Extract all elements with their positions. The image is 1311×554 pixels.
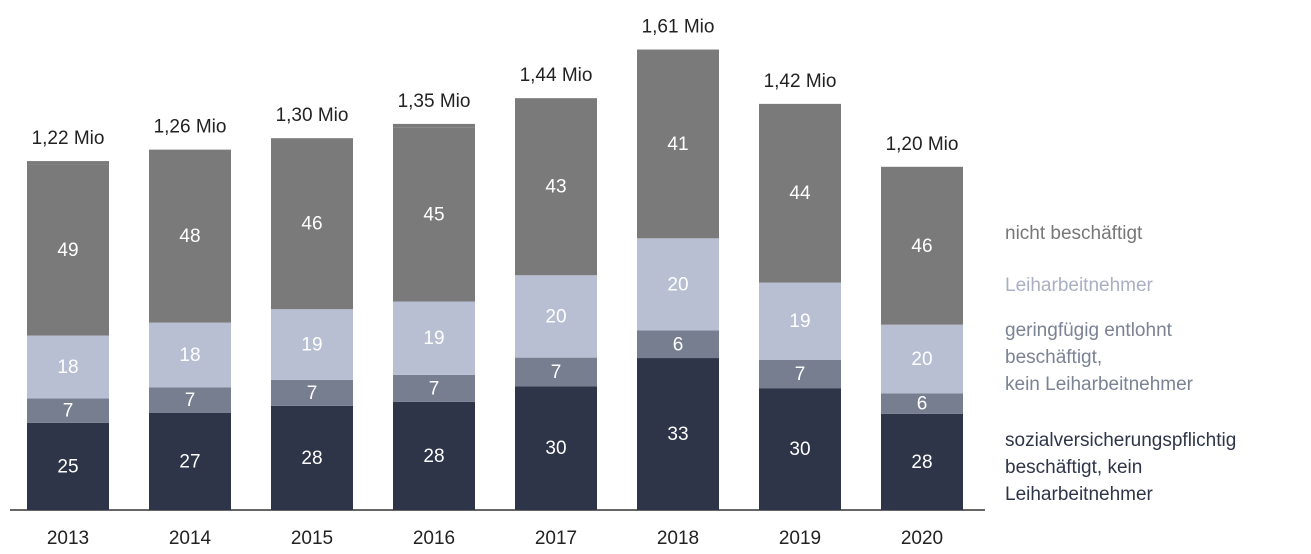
segment-label: 7 bbox=[185, 390, 196, 411]
bar-segment bbox=[27, 335, 109, 399]
segment-label: 7 bbox=[551, 362, 562, 383]
x-tick-label: 2016 bbox=[413, 528, 455, 549]
segment-label: 33 bbox=[667, 424, 688, 445]
bar-segment bbox=[149, 387, 231, 413]
segment-label: 20 bbox=[545, 306, 566, 327]
segment-label: 46 bbox=[301, 214, 322, 235]
bar-segment bbox=[637, 49, 719, 239]
total-label: 1,26 Mio bbox=[154, 117, 227, 138]
segment-label: 6 bbox=[673, 334, 684, 355]
segment-label: 43 bbox=[545, 177, 566, 198]
segment-label: 30 bbox=[789, 439, 810, 460]
bar-segment bbox=[27, 398, 109, 423]
segment-label: 19 bbox=[789, 311, 810, 332]
x-tick-label: 2014 bbox=[169, 528, 212, 549]
legend-label: sozialversicherungspflichtig beschäftigt,… bbox=[1005, 430, 1236, 505]
bar-segment bbox=[149, 412, 231, 510]
bar-segment bbox=[393, 401, 475, 510]
segment-label: 6 bbox=[917, 394, 928, 415]
segment-label: 30 bbox=[545, 438, 566, 459]
bar-segment bbox=[515, 357, 597, 387]
bar-top bbox=[393, 123, 475, 128]
bar-segment bbox=[393, 374, 475, 402]
bar-segment bbox=[393, 127, 475, 302]
segment-label: 46 bbox=[911, 236, 932, 257]
segment-label: 18 bbox=[179, 345, 200, 366]
total-label: 1,35 Mio bbox=[398, 91, 471, 112]
legend-label: Leiharbeitnehmer bbox=[1005, 275, 1154, 296]
total-label: 1,44 Mio bbox=[520, 65, 593, 86]
bar-segment bbox=[759, 282, 841, 360]
segment-label: 45 bbox=[423, 205, 444, 226]
segment-label: 28 bbox=[301, 448, 322, 469]
bar-segment bbox=[881, 166, 963, 325]
segment-label: 28 bbox=[911, 452, 932, 473]
bar-segment bbox=[759, 388, 841, 510]
segment-label: 7 bbox=[795, 364, 806, 385]
segment-label: 19 bbox=[423, 328, 444, 349]
bar-segment bbox=[637, 238, 719, 331]
bar-segment bbox=[759, 359, 841, 389]
legend-label: nicht beschäftigt bbox=[1005, 223, 1143, 244]
x-tick-label: 2015 bbox=[291, 528, 333, 549]
bar-segment bbox=[637, 330, 719, 359]
segment-label: 7 bbox=[63, 401, 74, 422]
bar-segment bbox=[637, 358, 719, 510]
segment-label: 49 bbox=[57, 240, 78, 261]
bar-segment bbox=[271, 309, 353, 380]
bar-segment bbox=[881, 324, 963, 394]
bar-segment bbox=[27, 422, 109, 510]
segment-label: 7 bbox=[429, 378, 440, 399]
bar-top bbox=[27, 161, 109, 165]
x-tick-label: 2017 bbox=[535, 528, 577, 549]
segment-label: 20 bbox=[667, 274, 688, 295]
bar-segment bbox=[881, 393, 963, 414]
segment-label: 20 bbox=[911, 349, 932, 370]
bar-segment bbox=[515, 98, 597, 276]
bar-segment bbox=[271, 379, 353, 406]
x-tick-label: 2018 bbox=[657, 528, 699, 549]
segment-label: 19 bbox=[301, 335, 322, 356]
bar-segment bbox=[27, 164, 109, 336]
legend-label: geringfügig entlohnt beschäftigt, kein Lei… bbox=[1005, 320, 1194, 395]
x-tick-label: 2013 bbox=[47, 528, 89, 549]
x-tick-label: 2020 bbox=[901, 528, 943, 549]
bar-segment bbox=[759, 103, 841, 283]
total-label: 1,42 Mio bbox=[764, 71, 837, 92]
x-tick-label: 2019 bbox=[779, 528, 821, 549]
bar-segment bbox=[515, 386, 597, 510]
segment-label: 18 bbox=[57, 357, 78, 378]
bar-segment bbox=[271, 405, 353, 510]
segment-label: 28 bbox=[423, 446, 444, 467]
bar-segment bbox=[149, 149, 231, 323]
segment-label: 7 bbox=[307, 383, 318, 404]
bar-segment bbox=[393, 301, 475, 375]
bar-segment bbox=[271, 138, 353, 310]
bar-segment bbox=[881, 413, 963, 510]
bar-segment bbox=[515, 275, 597, 358]
segment-label: 25 bbox=[57, 456, 78, 477]
total-label: 1,22 Mio bbox=[32, 128, 105, 149]
segment-label: 48 bbox=[179, 226, 200, 247]
segment-label: 44 bbox=[789, 183, 811, 204]
total-label: 1,30 Mio bbox=[276, 105, 349, 126]
segment-label: 27 bbox=[179, 451, 200, 472]
segment-label: 41 bbox=[667, 134, 688, 155]
total-label: 1,20 Mio bbox=[886, 134, 959, 155]
total-label: 1,61 Mio bbox=[642, 17, 715, 38]
bar-segment bbox=[149, 322, 231, 388]
